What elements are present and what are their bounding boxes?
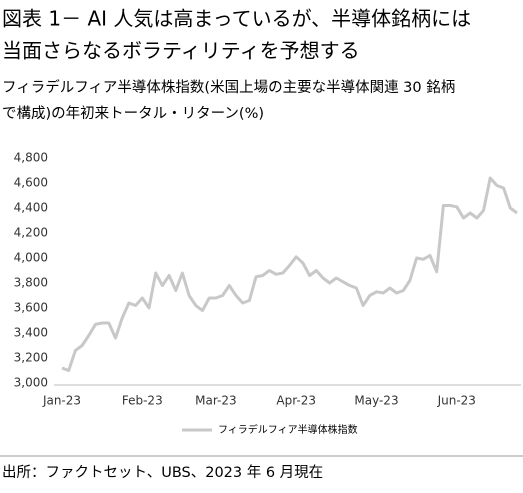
y-tick-label: 3,600: [14, 301, 48, 315]
series-line: [61, 176, 518, 372]
y-tick-label: 4,600: [14, 176, 48, 190]
y-tick-label: 4,800: [14, 151, 48, 165]
x-tick-label: May-23: [354, 394, 398, 408]
x-tick-label: Jan-23: [42, 394, 81, 408]
y-tick-label: 4,400: [14, 201, 48, 215]
y-tick-label: 3,400: [14, 326, 48, 340]
chart-subtitle: フィラデルフィア半導体株指数(米国上場の主要な半導体関連 30 銘柄: [2, 78, 455, 96]
x-tick-label: Feb-23: [122, 394, 163, 408]
x-tick-label: Jun-23: [437, 394, 476, 408]
y-tick-label: 3,200: [14, 351, 48, 365]
y-tick-label: 4,000: [14, 251, 48, 265]
x-tick-label: Apr-23: [276, 394, 316, 408]
chart-title: 図表 1－ AI 人気は高まっているが、半導体銘柄には: [2, 7, 471, 31]
y-tick-label: 3,000: [14, 376, 48, 390]
legend-label: フィラデルフィア半導体株指数: [218, 423, 358, 436]
chart-title: 当面さらなるボラティリティを予想する: [2, 39, 360, 63]
chart-subtitle: で構成)の年初来トータル・リターン(%): [2, 105, 264, 122]
source: 出所：ファクトセット、UBS、2023 年 6 月現在: [2, 464, 323, 481]
x-tick-label: Mar-23: [195, 394, 236, 408]
y-tick-label: 4,200: [14, 226, 48, 240]
y-tick-label: 3,800: [14, 276, 48, 290]
